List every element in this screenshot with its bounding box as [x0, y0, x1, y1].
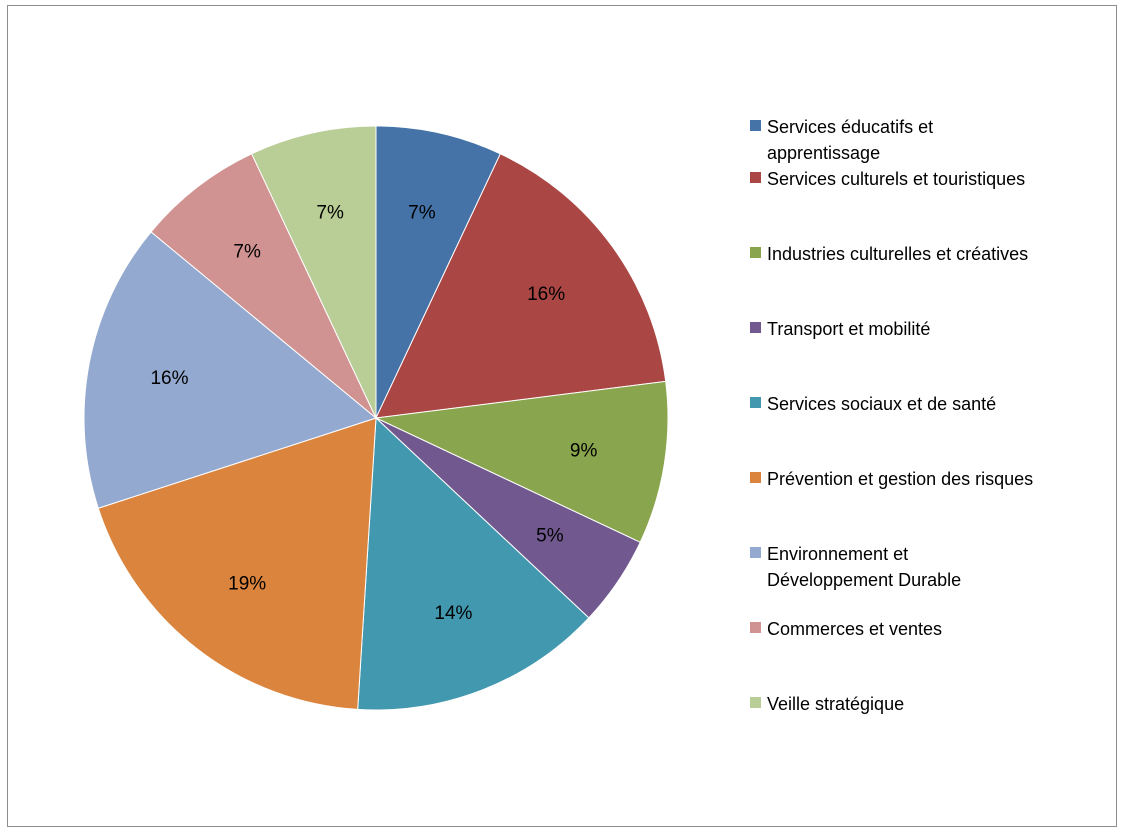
legend-swatch [750, 697, 761, 708]
legend-item-4: Transport et mobilité [750, 316, 1117, 342]
slice-value-label-3: 9% [570, 440, 598, 461]
legend-swatch [750, 120, 761, 131]
legend-label: Commerces et ventes [767, 619, 943, 639]
pie-value-labels: 7% 16% 9% 5% 14% 19% 16% 7% 7% [150, 202, 597, 624]
pie-slice-7 [83, 231, 378, 509]
slice-value-label-6: 19% [228, 574, 266, 595]
legend-label: Environnement et Développement Durable [767, 544, 962, 590]
pie-slice-5 [357, 416, 590, 711]
legend-item-9: Veille stratégique [750, 691, 1117, 717]
legend-swatch [750, 472, 761, 483]
legend: Services éducatifs et apprentissage Servi… [750, 0, 1120, 830]
slice-value-label-8: 7% [233, 241, 261, 262]
legend-item-5: Services sociaux et de santé [750, 391, 1117, 417]
legend-item-8: Commerces et ventes [750, 616, 1117, 642]
legend-label: Prévention et gestion des risques [767, 469, 1034, 489]
legend-swatch [750, 172, 761, 183]
legend-label: Services éducatifs et apprentissage [767, 117, 934, 163]
legend-label: Industries culturelles et créatives [767, 244, 1029, 264]
pie-slice-8 [150, 153, 377, 419]
legend-swatch [750, 622, 761, 633]
pie-slice-2 [375, 153, 667, 419]
legend-item-7: Environnement et Développement Durable [750, 541, 1117, 593]
legend-swatch [750, 547, 761, 558]
legend-label: Services sociaux et de santé [767, 394, 997, 414]
pie-slice-1 [375, 125, 501, 419]
legend-label: Transport et mobilité [767, 319, 931, 339]
legend-item-1: Services éducatifs et apprentissage [750, 114, 1117, 166]
slice-value-label-5: 14% [434, 603, 472, 624]
slice-value-label-9: 7% [316, 202, 344, 223]
slice-value-label-7: 16% [150, 368, 188, 389]
pie-slice-6 [97, 417, 377, 710]
pie-slices [83, 125, 669, 711]
slice-value-label-1: 7% [408, 202, 436, 223]
legend-item-3: Industries culturelles et créatives [750, 241, 1117, 267]
legend-item-2: Services culturels et touristiques [750, 166, 1117, 192]
legend-label: Veille stratégique [767, 694, 905, 714]
pie-slice-9 [251, 125, 377, 419]
slice-value-label-2: 16% [527, 284, 565, 305]
legend-label: Services culturels et touristiques [767, 169, 1026, 189]
legend-swatch [750, 322, 761, 333]
legend-swatch [750, 247, 761, 258]
legend-swatch [750, 397, 761, 408]
slice-value-label-4: 5% [536, 526, 564, 547]
legend-item-6: Prévention et gestion des risques [750, 466, 1117, 492]
pie-slice-3 [374, 380, 669, 543]
